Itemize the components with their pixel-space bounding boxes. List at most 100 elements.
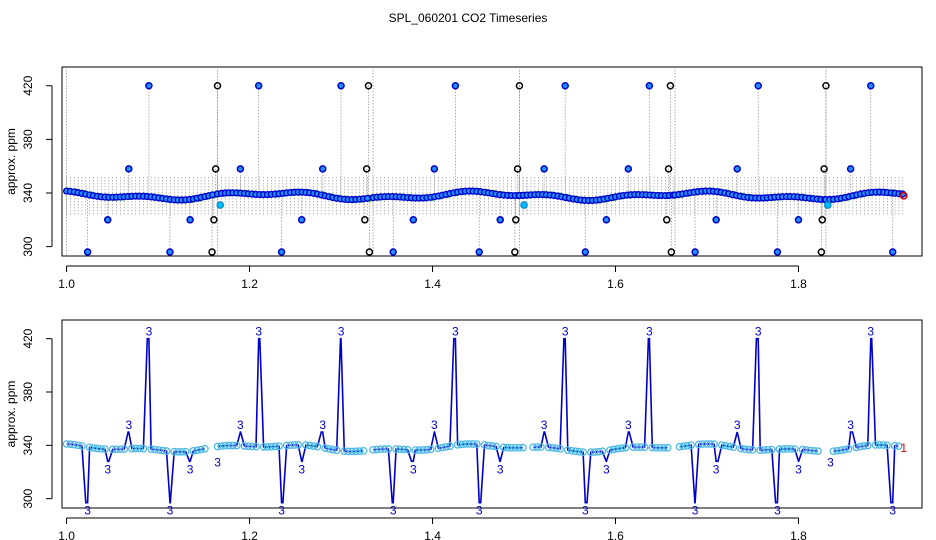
- black-dip-point: [512, 216, 520, 224]
- segment-start-label: 3: [214, 456, 221, 470]
- series-marker: [729, 443, 738, 452]
- series-marker: [871, 441, 880, 449]
- blue-peak-point: [540, 165, 548, 173]
- black-peak-point: [513, 165, 522, 173]
- x-tick-label: 1.8: [790, 277, 807, 291]
- series-marker: [837, 446, 845, 455]
- series-marker: [652, 443, 660, 452]
- black-dip-point: [210, 216, 218, 224]
- series-marker: [170, 447, 179, 456]
- series-marker: [860, 442, 868, 450]
- blue-dip-point: [712, 216, 720, 224]
- series-marker: [621, 443, 630, 452]
- series-marker: [721, 441, 730, 450]
- series-marker: [806, 446, 815, 455]
- series-marker: [154, 446, 163, 454]
- series-markers: [62, 440, 903, 457]
- series-marker: [232, 441, 241, 450]
- series-marker: [710, 440, 718, 449]
- blue-dip-point: [83, 248, 92, 256]
- blue-peak-point: [254, 82, 263, 90]
- series-marker: [240, 442, 249, 450]
- black-dip-point: [667, 248, 676, 256]
- series-marker: [579, 448, 587, 456]
- series-marker: [321, 444, 329, 452]
- series-marker: [392, 445, 400, 453]
- series-marker: [344, 447, 353, 456]
- blue-peak-point: [867, 82, 875, 90]
- series-marker: [756, 446, 765, 454]
- spike-label: 3: [847, 418, 854, 432]
- series-line: [679, 337, 818, 504]
- series-marker: [883, 441, 891, 450]
- y-tick-label: 380: [21, 382, 35, 402]
- spike-label: 3: [541, 418, 548, 432]
- series-marker: [484, 441, 493, 450]
- series-marker: [294, 441, 303, 449]
- series-marker: [529, 443, 538, 452]
- series-marker: [698, 440, 707, 448]
- series-marker: [229, 441, 237, 450]
- series-marker: [875, 441, 884, 449]
- series-marker: [610, 445, 618, 454]
- series-marker: [419, 446, 427, 454]
- series-marker: [97, 445, 106, 453]
- series-marker: [70, 440, 79, 449]
- series-marker: [415, 446, 424, 454]
- series-marker: [139, 444, 148, 453]
- series-marker: [679, 442, 688, 451]
- series-marker: [369, 445, 377, 454]
- dip-label: 3: [278, 504, 285, 518]
- dip-label: 3: [104, 462, 111, 476]
- series-marker: [656, 443, 664, 452]
- dip-label: 3: [582, 504, 589, 518]
- spike-label: 3: [625, 418, 632, 432]
- series-marker: [787, 445, 795, 453]
- series-marker: [66, 440, 75, 449]
- series-marker: [128, 444, 136, 453]
- dip-label: 3: [692, 504, 699, 518]
- spike-label: 3: [562, 325, 569, 339]
- series-marker: [275, 442, 283, 451]
- series-marker: [267, 442, 276, 451]
- series-marker: [760, 446, 768, 454]
- blue-dip-point: [103, 216, 112, 224]
- series-marker: [537, 443, 545, 451]
- blue-point: [363, 194, 371, 202]
- cyan-point: [520, 201, 528, 209]
- series-marker: [556, 444, 564, 453]
- blue-peak-point: [145, 82, 153, 90]
- segment-start-label: 3: [827, 456, 834, 470]
- blue-peak-point: [125, 165, 133, 173]
- dip-label: 3: [84, 504, 91, 518]
- series-marker: [325, 445, 333, 453]
- series-marker: [453, 440, 462, 449]
- blue-peak-point: [236, 165, 245, 173]
- blue-peak-point: [645, 82, 654, 90]
- blue-dip-point: [186, 216, 194, 224]
- blue-peak-point: [430, 165, 439, 173]
- series-marker: [519, 443, 527, 452]
- dip-label: 3: [410, 462, 417, 476]
- series-marker: [328, 445, 337, 454]
- y-axis-title: approx. ppm: [4, 381, 18, 448]
- x-tick-label: 1.2: [241, 277, 258, 291]
- series-marker: [702, 440, 711, 448]
- series-marker: [856, 442, 865, 451]
- series-marker: [112, 445, 121, 454]
- plot-frame: [61, 319, 923, 509]
- series-marker: [499, 443, 508, 452]
- black-peak-point: [666, 82, 675, 90]
- series-marker: [271, 442, 280, 451]
- series-line: [533, 337, 668, 504]
- dip-label: 3: [187, 462, 194, 476]
- black-peak-point: [213, 82, 222, 90]
- series-marker: [189, 447, 198, 455]
- series-marker: [894, 442, 903, 451]
- series-marker: [767, 445, 776, 454]
- series-marker: [552, 444, 561, 453]
- series-marker: [890, 441, 899, 450]
- series-marker: [567, 446, 576, 455]
- dip-label: 3: [795, 462, 802, 476]
- spike-label: 3: [755, 325, 762, 339]
